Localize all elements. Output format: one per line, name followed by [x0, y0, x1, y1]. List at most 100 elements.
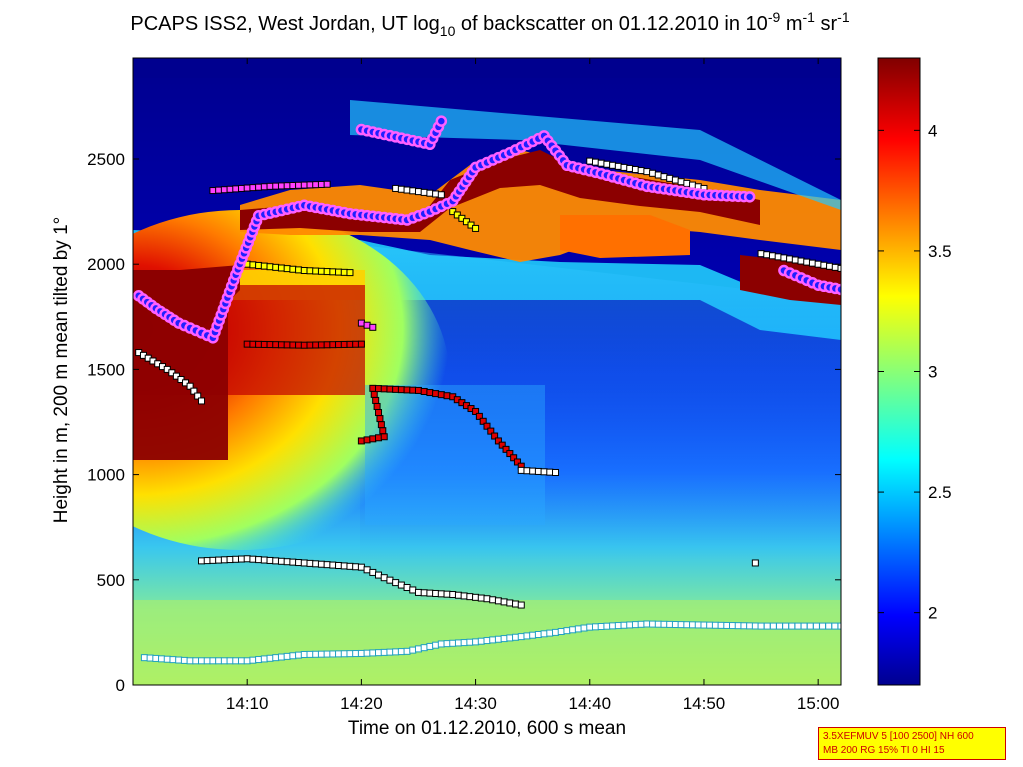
data-marker [489, 596, 497, 604]
data-marker [782, 622, 790, 630]
data-marker [546, 468, 554, 476]
data-marker [372, 396, 380, 404]
data-marker [603, 622, 611, 630]
y-tick-label: 1000 [87, 466, 125, 485]
data-marker [443, 392, 451, 400]
data-marker [660, 173, 668, 181]
data-marker [329, 650, 337, 658]
data-marker [788, 622, 796, 630]
x-tick-label: 14:10 [226, 694, 269, 713]
y-axis-label: Height in m, 200 m mean tilted by 1° [51, 217, 72, 523]
data-marker [140, 654, 148, 662]
data-marker [751, 622, 759, 630]
data-marker [335, 268, 343, 276]
data-marker [751, 559, 759, 567]
plot-frame [132, 57, 842, 686]
data-marker [819, 622, 827, 630]
data-marker [513, 458, 521, 466]
data-marker [272, 263, 280, 271]
data-marker [626, 621, 634, 629]
data-marker [449, 639, 457, 647]
data-marker [220, 186, 228, 194]
data-marker [266, 654, 274, 662]
data-marker [357, 319, 365, 327]
data-marker [317, 560, 325, 568]
data-marker [375, 434, 383, 442]
data-marker [175, 656, 183, 664]
data-marker [637, 167, 645, 175]
data-marker [158, 655, 166, 663]
y-axis: 0 500 1000 1500 2000 2500 [87, 150, 841, 695]
x-axis-label: Time on 01.12.2010, 600 s mean [348, 718, 626, 739]
data-marker [226, 185, 234, 193]
data-marker [477, 637, 485, 645]
data-marker [363, 649, 371, 657]
data-marker [190, 387, 198, 395]
data-marker [569, 626, 577, 634]
data-marker [386, 385, 394, 393]
colorbar-tick-label: 3.5 [928, 242, 952, 261]
data-marker [837, 264, 841, 272]
data-marker [323, 341, 331, 349]
data-marker [369, 384, 377, 392]
data-marker [746, 622, 754, 630]
data-marker [255, 340, 263, 348]
data-marker [198, 557, 206, 565]
data-marker [375, 409, 383, 417]
data-marker [517, 633, 525, 641]
data-marker [260, 183, 268, 191]
data-marker [146, 654, 154, 662]
data-marker [215, 556, 223, 564]
data-marker [483, 422, 491, 430]
data-marker [586, 157, 594, 165]
data-marker [729, 622, 737, 630]
data-marker [237, 184, 245, 192]
data-marker [706, 621, 714, 629]
data-marker [375, 385, 383, 393]
data-marker [614, 162, 622, 170]
data-marker [631, 621, 639, 629]
data-marker [835, 283, 841, 296]
data-marker [472, 224, 480, 232]
data-marker [466, 593, 474, 601]
data-marker [209, 556, 217, 564]
data-marker [226, 657, 234, 665]
data-marker [409, 586, 417, 594]
data-marker [723, 621, 731, 629]
data-marker [312, 181, 320, 189]
data-marker [186, 657, 194, 665]
data-marker [220, 657, 228, 665]
data-marker [277, 557, 285, 565]
data-marker [432, 589, 440, 597]
data-marker [306, 341, 314, 349]
data-marker [426, 642, 434, 650]
data-marker [300, 650, 308, 658]
data-marker [237, 657, 245, 665]
data-marker [512, 600, 520, 608]
data-marker [534, 631, 542, 639]
data-marker [346, 269, 354, 277]
data-marker [198, 397, 206, 405]
data-marker [249, 184, 257, 192]
data-marker [295, 559, 303, 567]
data-marker [529, 467, 537, 475]
data-marker [312, 267, 320, 275]
data-marker [654, 171, 662, 179]
data-marker [460, 639, 468, 647]
data-marker [397, 581, 405, 589]
data-marker [776, 622, 784, 630]
data-marker [694, 621, 702, 629]
data-marker [757, 622, 765, 630]
data-marker [523, 467, 531, 475]
data-marker [808, 259, 816, 267]
data-marker [335, 341, 343, 349]
data-marker [323, 268, 331, 276]
data-marker [373, 402, 381, 410]
data-marker [243, 340, 251, 348]
data-marker [169, 656, 177, 664]
data-marker [260, 556, 268, 564]
data-marker [512, 633, 520, 641]
data-marker [540, 630, 548, 638]
data-marker [397, 648, 405, 656]
data-marker [717, 621, 725, 629]
